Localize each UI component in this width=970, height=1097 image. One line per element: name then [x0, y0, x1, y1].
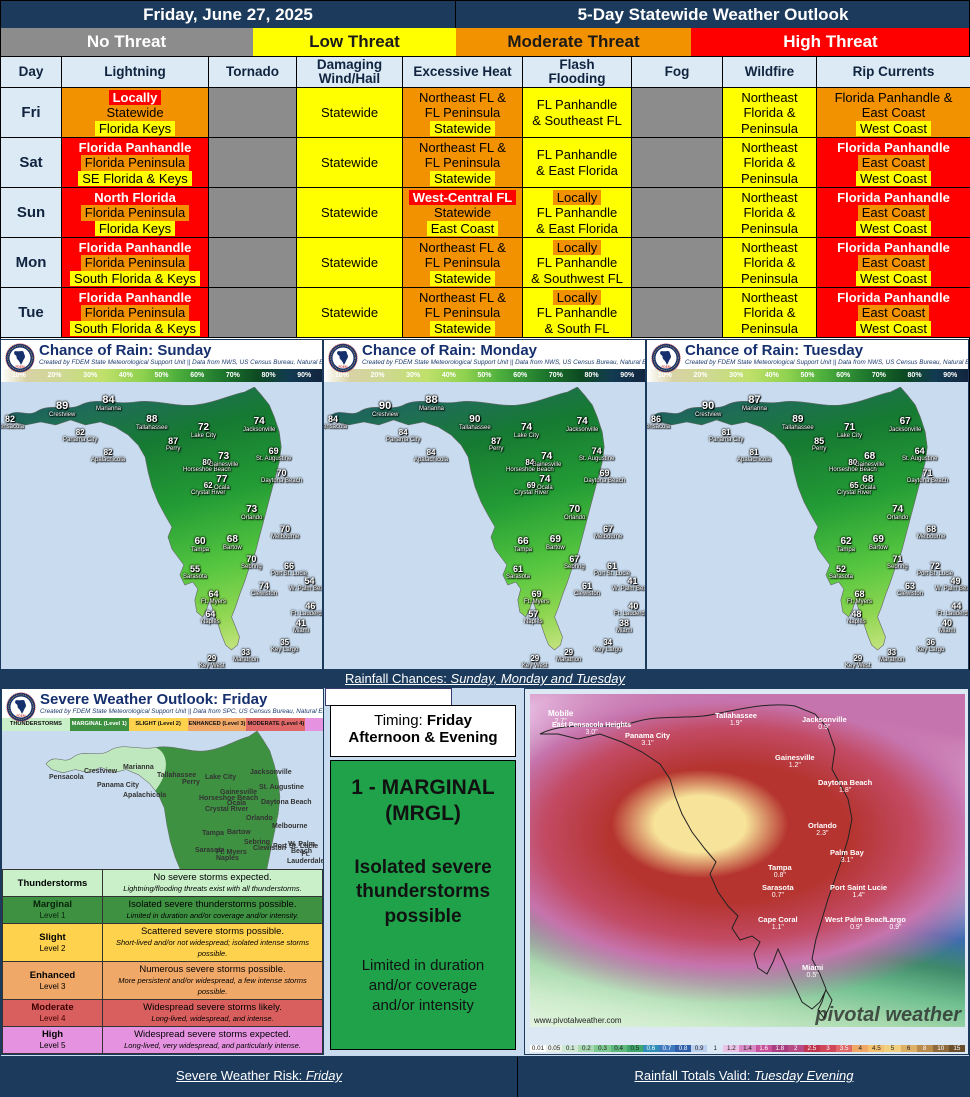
- svg-text:FDEM: FDEM: [338, 365, 347, 369]
- svg-text:FDEM: FDEM: [661, 365, 670, 369]
- svg-text:FDEM: FDEM: [16, 714, 25, 718]
- svg-text:FDEM: FDEM: [15, 365, 24, 369]
